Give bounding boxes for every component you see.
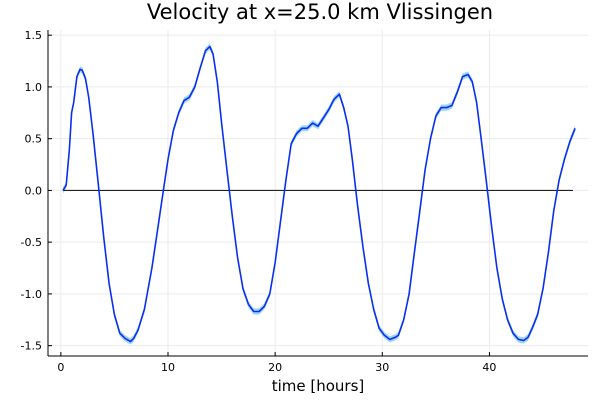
x-axis-label: time [hours]: [272, 377, 365, 395]
x-tick-label: 10: [161, 361, 175, 374]
x-tick-label: 0: [57, 361, 64, 374]
y-tick-labels: -1.5 -1.0 -0.5 0.0 0.5 1.0 1.5: [21, 29, 42, 352]
velocity-series: [62, 45, 576, 343]
y-tick-label: 1.5: [25, 29, 43, 42]
y-tick-label: 0.0: [25, 184, 43, 197]
y-tick-label: 1.0: [25, 81, 43, 94]
plot-axes: [47, 30, 588, 357]
y-tick-label: -0.5: [21, 236, 42, 249]
y-tick-label: -1.0: [21, 288, 42, 301]
x-tick-label: 40: [482, 361, 496, 374]
grid: [48, 30, 588, 356]
velocity-line: [62, 45, 576, 343]
x-tick-label: 30: [375, 361, 389, 374]
chart-title: Velocity at x=25.0 km Vlissingen: [147, 0, 493, 24]
band-area: [63, 43, 576, 345]
uncertainty-band: [63, 43, 576, 345]
y-tick-label: -1.5: [21, 340, 42, 353]
y-tick-label: 0.5: [25, 133, 43, 146]
x-tick-label: 20: [268, 361, 282, 374]
x-tick-labels: 0 10 20 30 40: [57, 361, 496, 374]
